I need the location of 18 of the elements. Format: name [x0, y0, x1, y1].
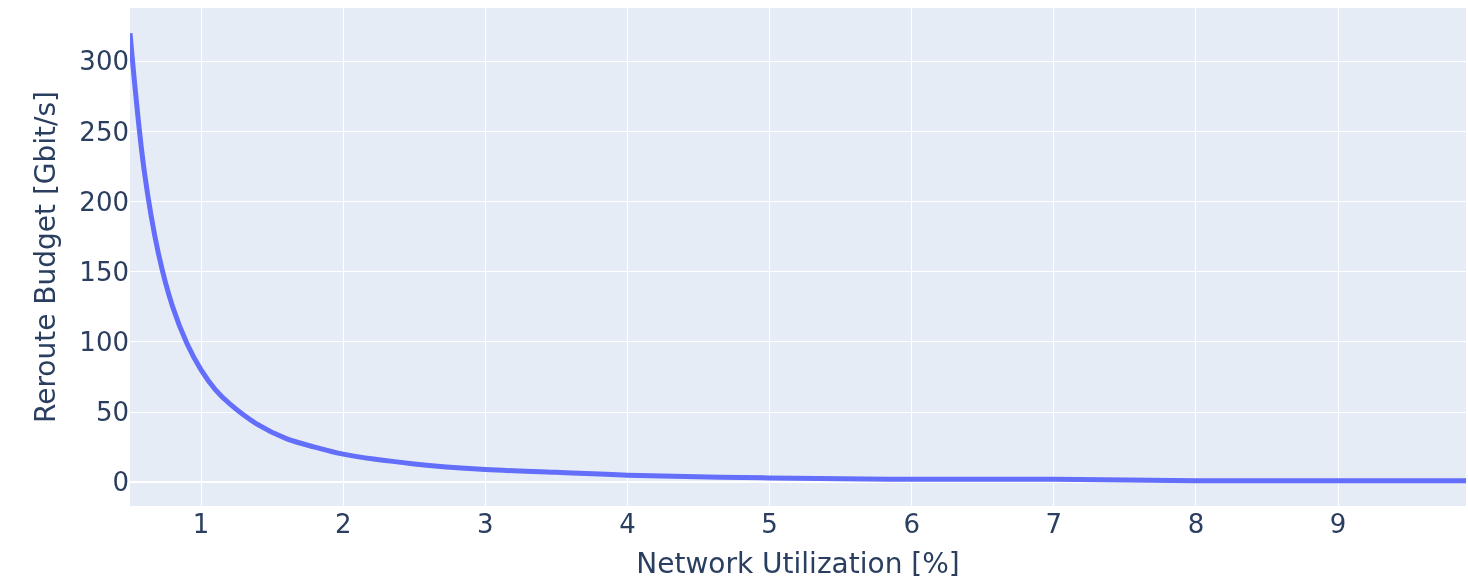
y-tick-label: 50 [95, 397, 129, 428]
x-tick-label: 2 [334, 509, 352, 539]
x-tick-label: 1 [192, 509, 210, 539]
x-tick-label: 3 [477, 509, 494, 539]
x-tick-label: 4 [619, 509, 636, 539]
x-axis-title: Network Utilization [%] [636, 547, 960, 581]
y-tick-label: 300 [79, 46, 129, 77]
y-tick-label: 100 [79, 326, 129, 357]
y-tick-label: 200 [79, 186, 129, 217]
y-tick-label: 0 [112, 467, 129, 498]
y-tick-label: 150 [79, 256, 129, 287]
x-tick-label: 5 [761, 509, 778, 539]
x-tick-label: 7 [1045, 509, 1063, 539]
y-tick-label: 250 [79, 116, 129, 147]
x-tick-label: 9 [1329, 509, 1347, 539]
x-tick-label: 6 [903, 509, 920, 539]
y-axis-title: Reroute Budget [Gbit/s] [29, 90, 63, 424]
x-tick-label: 8 [1187, 509, 1205, 539]
